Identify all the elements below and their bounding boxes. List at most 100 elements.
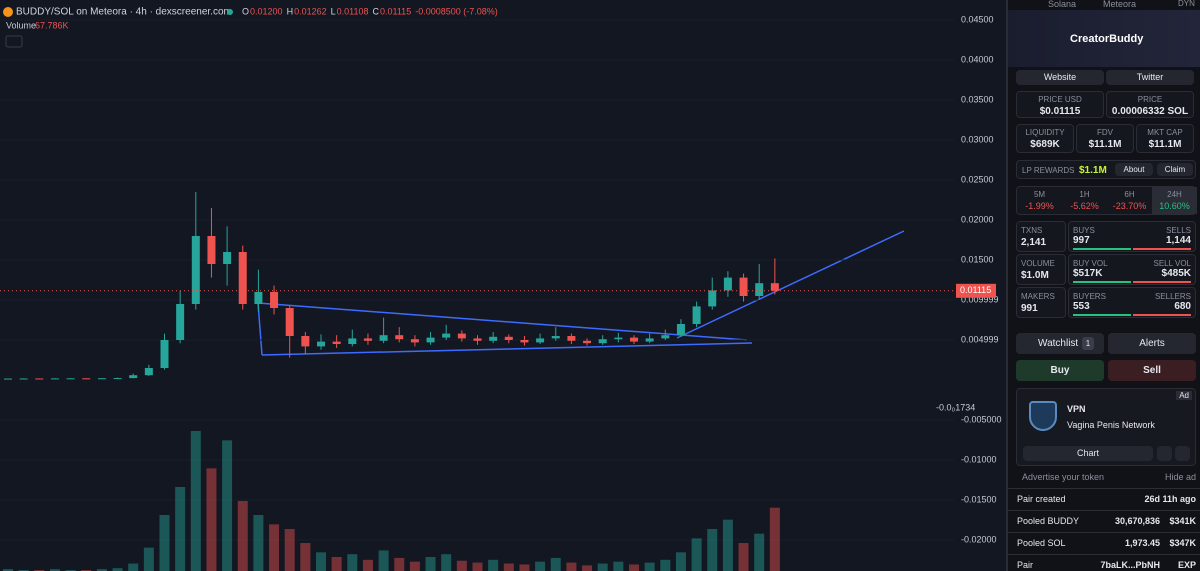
trend-line: [257, 302, 748, 341]
ohlc-value: 0.01108: [337, 6, 369, 16]
volume-bar: [206, 468, 217, 571]
ad-web-button[interactable]: [1157, 446, 1172, 461]
metric-value: 2,141: [1021, 237, 1047, 248]
volume-bar: [535, 561, 546, 571]
candle-body: [676, 324, 685, 336]
stat: FDV $11.1M: [1076, 124, 1134, 153]
chain: Solana: [1048, 0, 1077, 9]
last-price-box: [956, 283, 996, 298]
info-usd: $347K: [1169, 538, 1196, 548]
y-tick-label: 0.02500: [961, 174, 994, 184]
volume-bar: [316, 552, 326, 571]
info-value: 1,973.45: [1124, 538, 1160, 548]
info-label: Pooled BUDDY: [1017, 516, 1080, 526]
ad-chart-button[interactable]: Chart: [1023, 446, 1153, 461]
hide-ad-link[interactable]: Hide ad: [1164, 472, 1196, 482]
link-button[interactable]: Twitter: [1106, 70, 1194, 85]
tab-label: 24H: [1167, 190, 1182, 199]
y-tick-label: -0.005000: [961, 414, 1002, 424]
volume-bar: [394, 557, 405, 571]
candle-body: [457, 333, 466, 339]
candle-body: [82, 378, 91, 380]
volume-bar: [253, 515, 264, 571]
volume-bar: [754, 533, 765, 571]
candle-body: [348, 338, 357, 344]
candle-body: [567, 336, 576, 341]
advertise-link[interactable]: Advertise your token: [1022, 472, 1105, 482]
tab-label: 1H: [1079, 190, 1090, 199]
candle-body: [160, 340, 169, 368]
y-tick-label: 0.04000: [961, 54, 994, 64]
candle-body: [551, 336, 560, 339]
tag: DYN: [1178, 0, 1195, 8]
split-right: $485K: [1161, 268, 1191, 279]
candle-body: [723, 277, 732, 291]
candle-body: [630, 337, 638, 342]
candle-body: [270, 292, 279, 308]
price-change: -0.0008500 (-7.08%): [415, 6, 498, 16]
volume-bar: [738, 543, 749, 571]
volume-bar: [300, 543, 311, 571]
metric-split: BUYS 997 SELLS 1,144: [1068, 221, 1196, 252]
alerts-button[interactable]: Alerts: [1108, 333, 1196, 354]
lp-value: $1.1M: [1079, 165, 1107, 176]
banner-text: CreatorBuddy: [1070, 33, 1144, 45]
stat-value: $689K: [1030, 139, 1060, 150]
candle-body: [238, 252, 247, 304]
info-divider: [1008, 488, 1200, 489]
lp-label: LP REWARDS: [1022, 166, 1075, 175]
volume-bar: [49, 569, 60, 571]
metric-value: 991: [1021, 303, 1038, 314]
tab[interactable]: 1H -5.62%: [1062, 187, 1107, 214]
metric: TXNS 2,141: [1016, 221, 1066, 252]
volume-bar: [582, 565, 593, 571]
ad-subtitle: Vagina Penis Network: [1067, 420, 1155, 430]
volume-bar: [597, 563, 608, 571]
split-left: $517K: [1073, 268, 1103, 279]
tab[interactable]: 24H 10.60%: [1152, 187, 1197, 214]
ohlc-label: O: [242, 6, 249, 16]
watchlist-button[interactable]: Watchlist 1: [1016, 333, 1104, 354]
split-left: 997: [1073, 235, 1090, 246]
candle-body: [504, 336, 513, 340]
y-tick-label: 0.004999: [961, 334, 999, 344]
candle-body: [66, 378, 75, 380]
buy-button[interactable]: Buy: [1016, 360, 1104, 381]
ad-x-button[interactable]: [1175, 446, 1190, 461]
about-button[interactable]: About: [1115, 163, 1153, 176]
metric-label: VOLUME: [1021, 259, 1055, 268]
volume-bar: [503, 563, 514, 571]
tab[interactable]: 6H -23.70%: [1107, 187, 1152, 214]
candle-body: [442, 333, 451, 338]
claim-button[interactable]: Claim: [1157, 163, 1193, 176]
sell-button[interactable]: Sell: [1108, 360, 1196, 381]
tab[interactable]: 5M -1.99%: [1017, 187, 1062, 214]
tab-label: 5M: [1033, 190, 1046, 199]
y-tick-label: 0.04500: [961, 14, 994, 24]
ohlc-value: 0.01115: [380, 6, 411, 16]
link-button[interactable]: Website: [1016, 70, 1104, 85]
candle-body: [207, 236, 216, 264]
volume-bar: [362, 559, 373, 571]
volume-bar: [378, 550, 389, 571]
candle-body: [520, 340, 529, 343]
y-tick-label: 0.03000: [961, 134, 994, 144]
candle-body: [285, 308, 294, 336]
metric-split: BUY VOL $517K SELL VOL $485K: [1068, 254, 1196, 285]
volume-bar: [769, 507, 780, 571]
split-left-label: BUYERS: [1073, 292, 1106, 301]
y-tick-label: -0.02000: [961, 534, 997, 544]
candle-body: [317, 341, 325, 347]
candle-body: [223, 252, 232, 264]
tab-value: -23.70%: [1112, 201, 1147, 211]
collapse-button[interactable]: [5, 35, 23, 48]
stat: MKT CAP $11.1M: [1136, 124, 1194, 153]
volume-bar: [112, 568, 123, 571]
volume-bar: [644, 562, 655, 571]
volume-bar: [472, 562, 483, 571]
candle-body: [410, 339, 419, 343]
candle-body: [489, 336, 498, 341]
info-label: Pooled SOL: [1017, 538, 1066, 548]
stat: LIQUIDITY $689K: [1016, 124, 1074, 153]
